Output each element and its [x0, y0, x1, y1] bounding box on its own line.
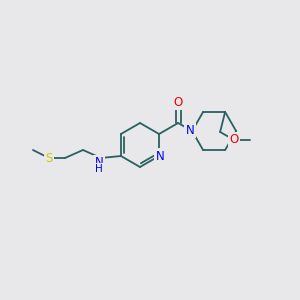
- Text: O: O: [230, 134, 239, 146]
- Text: S: S: [45, 152, 52, 164]
- Text: H: H: [95, 164, 103, 174]
- Text: N: N: [156, 149, 164, 163]
- Text: N: N: [94, 157, 103, 169]
- Text: N: N: [186, 124, 194, 136]
- Text: O: O: [173, 95, 183, 109]
